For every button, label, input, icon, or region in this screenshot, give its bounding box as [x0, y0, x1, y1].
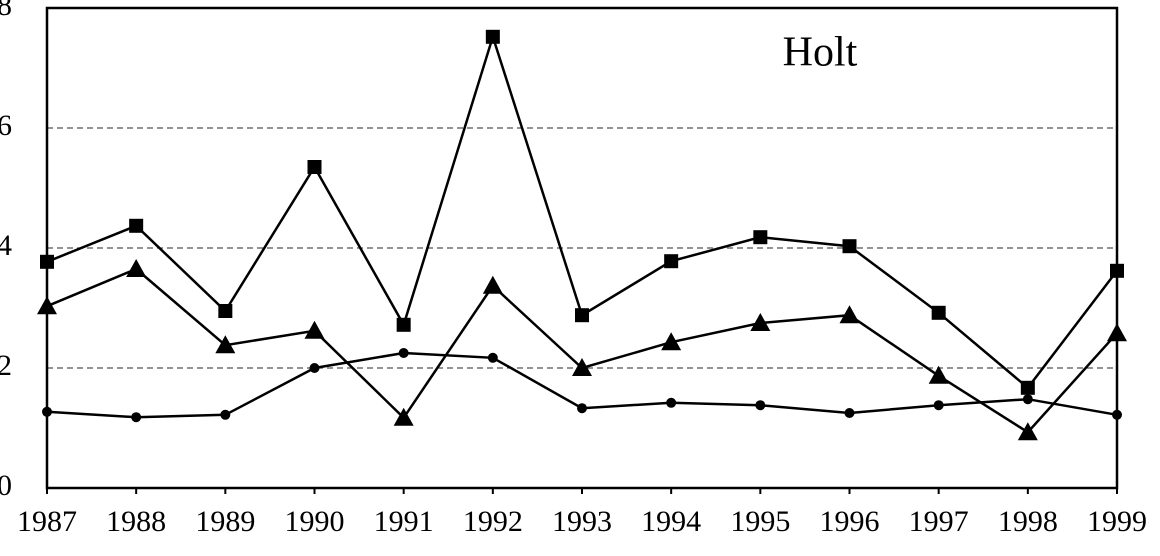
marker-square — [1020, 380, 1035, 395]
y-tick-label: 2 — [0, 349, 12, 382]
marker-circle — [844, 408, 855, 418]
marker-circle — [398, 348, 409, 358]
marker-triangle — [393, 407, 414, 426]
marker-circle — [933, 400, 944, 411]
marker-triangle — [750, 313, 771, 331]
x-tick-label: 1991 — [374, 505, 434, 538]
marker-circle — [220, 409, 231, 420]
x-tick-label: 1995 — [730, 505, 790, 538]
marker-triangle — [572, 358, 592, 376]
marker-triangle — [928, 365, 949, 384]
y-tick-label: 4 — [0, 229, 12, 262]
marker-triangle — [126, 259, 147, 277]
y-tick-label: 0 — [0, 469, 12, 502]
marker-square — [307, 160, 322, 174]
marker-triangle — [661, 332, 682, 351]
annotation: Holt — [783, 30, 858, 76]
marker-square — [396, 317, 411, 332]
marker-circle — [1022, 394, 1033, 405]
marker-circle — [42, 406, 52, 417]
marker-circle — [131, 412, 142, 423]
marker-square — [218, 304, 233, 318]
marker-circle — [309, 363, 320, 373]
marker-circle — [755, 400, 766, 411]
marker-triangle — [37, 296, 57, 315]
marker-triangle — [839, 305, 860, 324]
marker-square — [753, 230, 768, 245]
marker-triangle — [304, 320, 325, 339]
x-tick-label: 1988 — [106, 505, 166, 538]
marker-circle — [487, 352, 498, 363]
marker-square — [842, 239, 857, 254]
marker-triangle — [215, 335, 236, 354]
marker-square — [931, 305, 946, 320]
y-tick-label: 6 — [0, 109, 12, 142]
marker-square — [40, 254, 54, 269]
marker-triangle — [1107, 323, 1127, 342]
x-tick-label: 1994 — [641, 505, 701, 538]
marker-triangle — [1017, 422, 1038, 441]
marker-circle — [666, 397, 677, 408]
x-tick-label: 1999 — [1087, 505, 1147, 538]
x-tick-label: 1989 — [195, 505, 255, 538]
marker-circle — [577, 403, 587, 414]
x-tick-label: 1993 — [552, 505, 612, 538]
marker-square — [485, 29, 500, 44]
x-tick-label: 1998 — [998, 505, 1058, 538]
marker-square — [575, 308, 589, 323]
marker-square — [664, 254, 679, 269]
x-tick-label: 1992 — [463, 505, 523, 538]
x-tick-label: 1996 — [820, 505, 880, 538]
marker-triangle — [482, 275, 503, 294]
x-tick-label: 1987 — [17, 505, 77, 538]
marker-square — [129, 218, 144, 233]
series-line — [46, 32, 1118, 390]
marker-circle — [1112, 409, 1122, 420]
marker-square — [1110, 263, 1124, 278]
y-tick-label: 8 — [0, 0, 12, 22]
x-tick-label: 1990 — [285, 505, 345, 538]
x-tick-label: 1997 — [909, 505, 969, 538]
